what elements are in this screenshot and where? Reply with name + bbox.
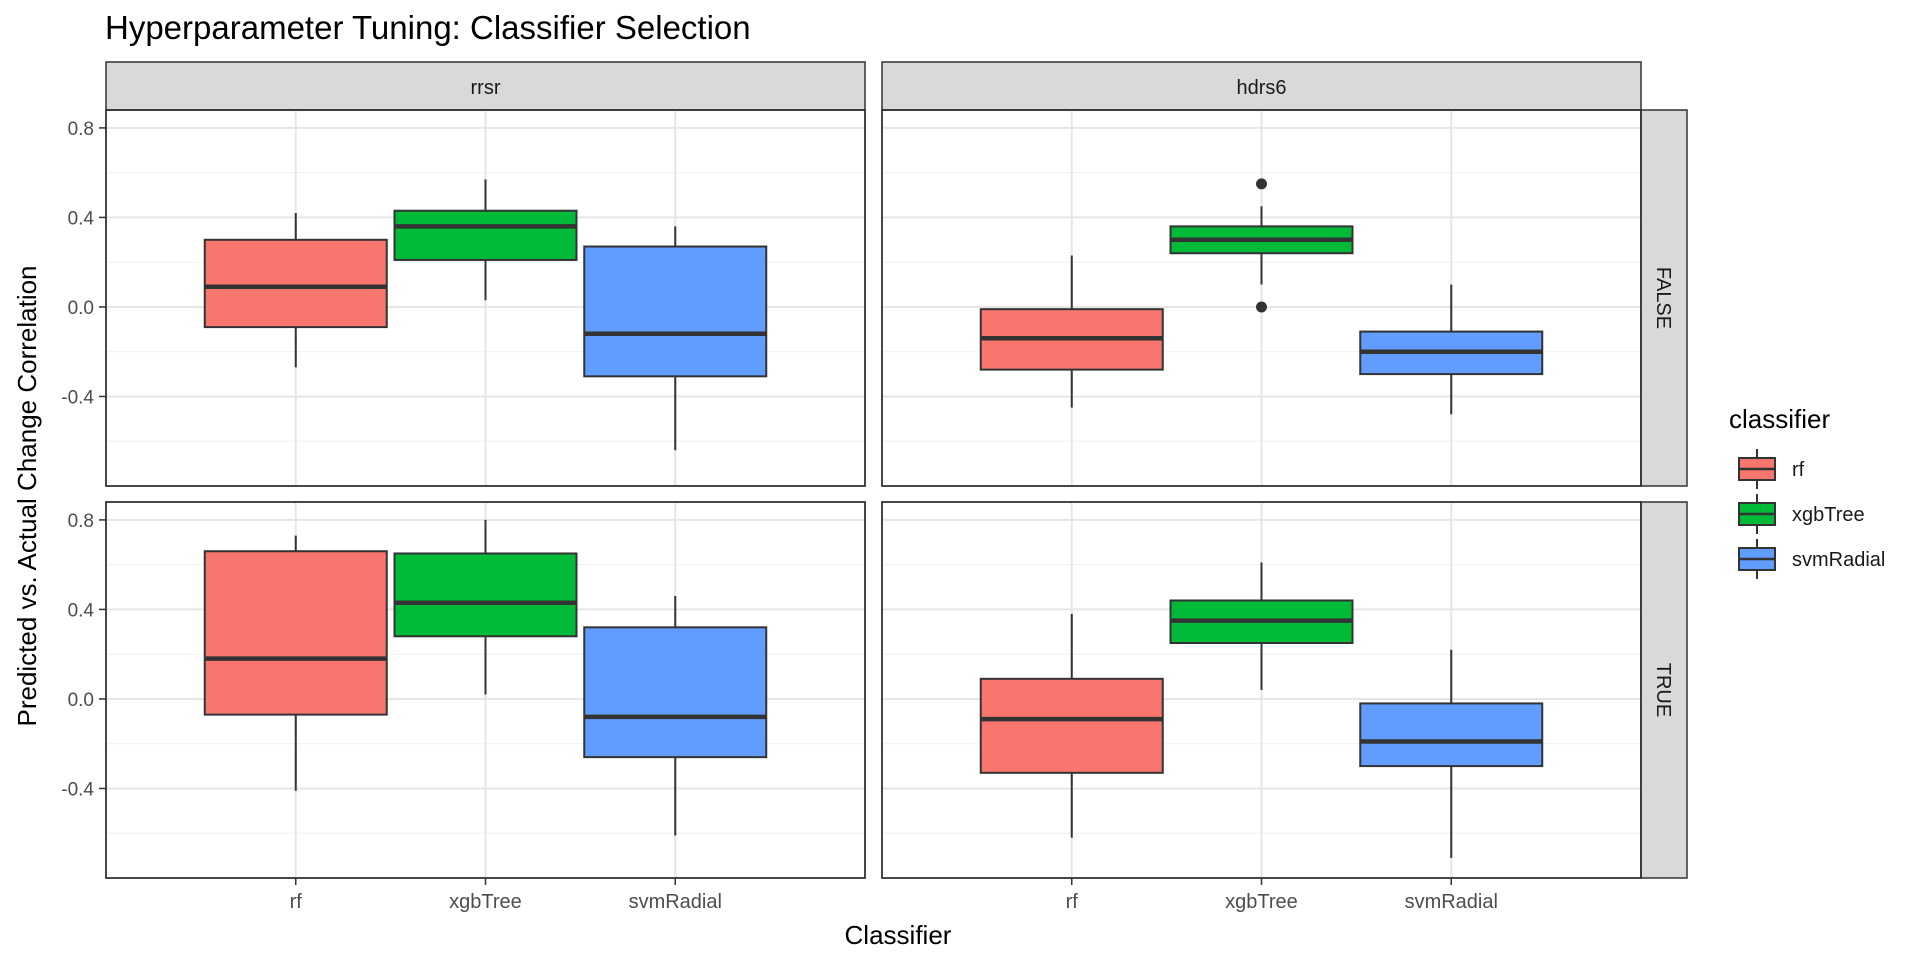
y-tick-label: 0.0 xyxy=(68,298,94,319)
panel-hdrs6-FALSE xyxy=(881,109,1642,487)
box-svmRadial xyxy=(1359,702,1544,768)
facet-strip-label-TRUE: TRUE xyxy=(1652,663,1674,717)
legend-label-xgbTree: xgbTree xyxy=(1792,504,1865,526)
panel-border xyxy=(881,109,1642,487)
x-axis-label: Classifier xyxy=(845,920,952,950)
chart-title: Hyperparameter Tuning: Classifier Select… xyxy=(105,9,751,46)
facet-strip-label-rrsr: rrsr xyxy=(471,77,501,99)
legend-label-rf: rf xyxy=(1792,459,1805,481)
y-tick-label: 0.8 xyxy=(68,511,94,532)
y-tick-label: -0.4 xyxy=(61,387,94,408)
facet-strip-FALSE xyxy=(1640,109,1688,487)
facet-strip-rrsr xyxy=(105,61,866,111)
y-tick-label: 0.4 xyxy=(68,600,95,621)
box-xgbTree xyxy=(393,209,578,261)
panel-rrsr-TRUE: -0.4 0.0 0.4 0.8 rf xgbTree svmRadial xyxy=(61,501,866,913)
legend: classifier rf xgbTree svmRadial xyxy=(1729,404,1885,579)
facet-strip-label-hdrs6: hdrs6 xyxy=(1236,77,1286,99)
facet-strip-TRUE xyxy=(1640,501,1688,879)
outlier-point-xgbTree xyxy=(1256,178,1267,190)
facet-panels: rrsr hdrs6 FALSE TRUE -0.4 0.0 0.4 0.8 -0.4 0.0 0.… xyxy=(61,61,1688,913)
facet-strip-label-FALSE: FALSE xyxy=(1652,267,1674,329)
x-tick-label: svmRadial xyxy=(1405,891,1498,913)
y-tick-label: 0.0 xyxy=(68,690,94,711)
facet-strip-hdrs6 xyxy=(881,61,1642,111)
y-tick-label: -0.4 xyxy=(61,779,94,800)
legend-label-svmRadial: svmRadial xyxy=(1792,549,1885,571)
panel-hdrs6-TRUE: rf xgbTree svmRadial xyxy=(881,501,1642,913)
box-xgbTree xyxy=(393,552,578,638)
panel-rrsr-FALSE: -0.4 0.0 0.4 0.8 xyxy=(61,109,866,487)
y-tick-label: 0.8 xyxy=(68,119,94,140)
x-tick-label: rf xyxy=(1066,891,1079,913)
box-rf xyxy=(203,238,388,329)
panel-border xyxy=(105,109,866,487)
outlier-point-xgbTree xyxy=(1256,301,1267,313)
box-svmRadial xyxy=(583,626,768,759)
x-tick-label: xgbTree xyxy=(1225,891,1298,913)
x-tick-label: xgbTree xyxy=(449,891,522,913)
x-tick-label: rf xyxy=(290,891,303,913)
box-rf xyxy=(979,677,1164,774)
y-tick-label: 0.4 xyxy=(68,208,95,229)
x-tick-label: svmRadial xyxy=(629,891,722,913)
legend-title: classifier xyxy=(1729,404,1830,434)
box-rf xyxy=(203,550,388,716)
box-svmRadial xyxy=(583,245,768,378)
y-axis-label: Predicted vs. Actual Change Correlation xyxy=(12,265,42,726)
